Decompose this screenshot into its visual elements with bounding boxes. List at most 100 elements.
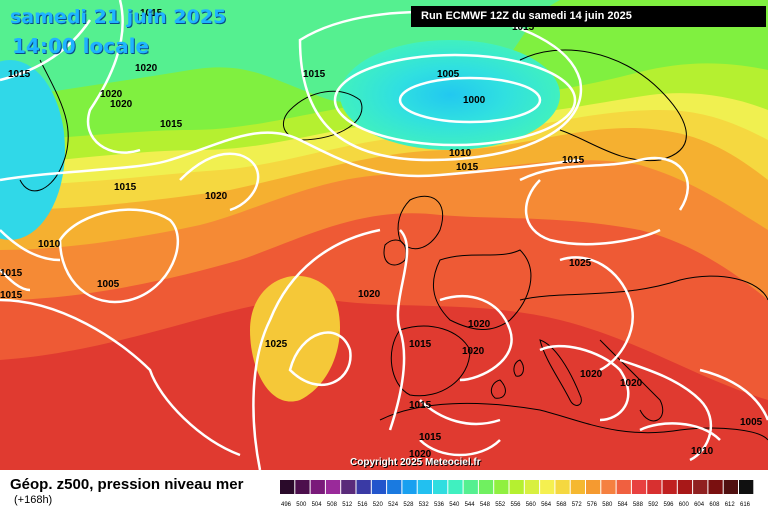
map-description: Géop. z500, pression niveau mer [10, 476, 244, 493]
legend-label: 512 [342, 502, 353, 508]
legend-swatch [555, 480, 570, 494]
legend-label: 520 [373, 502, 384, 508]
weather-map: 1015 1020 1020 1020 1015 1015 1015 1005 … [0, 0, 768, 470]
legend-label: 528 [403, 502, 414, 508]
legend-swatch [524, 480, 540, 494]
isobar-label: 1020 [358, 289, 381, 300]
geopotential-band-yellow-west [250, 275, 340, 402]
isobar-label: 1015 [562, 155, 585, 166]
isobar-label: 1005 [437, 69, 460, 80]
legend-swatch [295, 480, 310, 494]
legend-label: 540 [449, 502, 460, 508]
legend-swatch [371, 480, 387, 494]
geopotential-low-west [0, 60, 65, 240]
isobar-label: 1020 [462, 346, 485, 357]
copyright-notice: Copyright 2025 Meteociel.fr [350, 457, 481, 468]
legend-swatch [601, 480, 616, 494]
isobar-label: 1025 [569, 258, 592, 269]
legend-swatch [325, 480, 341, 494]
isobar-label: 1020 [620, 378, 643, 389]
isobar-label: 1015 [114, 182, 137, 193]
legend-label: 568 [556, 502, 567, 508]
legend-swatch [387, 480, 402, 494]
isobar-label: 1020 [205, 191, 228, 202]
legend-label: 576 [587, 502, 598, 508]
legend-swatch [631, 480, 647, 494]
isobar-label: 1010 [449, 148, 472, 159]
isobar-label: 1015 [512, 22, 535, 33]
isobar-label: 1015 [409, 339, 432, 350]
isobar-label: 1015 [8, 69, 31, 80]
legend-swatch [448, 480, 463, 494]
isobar-label: 1015 [456, 162, 479, 173]
legend-label: 572 [572, 502, 583, 508]
legend-label: 604 [694, 502, 705, 508]
run-banner: Run ECMWF 12Z du samedi 14 juin 2025 [411, 6, 766, 27]
lead-time: (+168h) [14, 494, 53, 506]
legend-swatch [693, 480, 708, 494]
isobar-label: 1015 [140, 8, 163, 19]
legend-swatch [494, 480, 509, 494]
legend-swatch [280, 480, 295, 494]
isobar-label: 1010 [691, 446, 714, 457]
isobar-label: 1020 [468, 319, 491, 330]
legend-label: 496 [281, 502, 292, 508]
isobar-label: 1015 [160, 119, 183, 130]
legend-label: 548 [480, 502, 491, 508]
coastlines [19, 49, 768, 441]
isobar-label: 1020 [100, 89, 123, 100]
isobar-label: 1015 [419, 432, 442, 443]
legend-label: 560 [526, 502, 537, 508]
legend-swatch [677, 480, 693, 494]
isobar-label: 1020 [135, 63, 158, 74]
isobar-label: 1015 [409, 400, 432, 411]
legend-swatch [647, 480, 662, 494]
isobar-label: 1010 [38, 239, 61, 250]
legend-swatch [356, 480, 371, 494]
legend-swatch [586, 480, 601, 494]
legend-label: 596 [664, 502, 675, 508]
forecast-date: samedi 21 juin 2025 [10, 6, 227, 28]
isobar-label: 1005 [97, 279, 120, 290]
legend-label: 504 [312, 502, 323, 508]
legend-swatch [478, 480, 494, 494]
isobars [0, 0, 768, 470]
geopotential-low-core [340, 40, 560, 150]
legend-label: 584 [618, 502, 629, 508]
legend-label: 536 [434, 502, 445, 508]
legend-swatch [540, 480, 555, 494]
legend-label: 592 [648, 502, 659, 508]
legend-swatch [463, 480, 478, 494]
legend-label: 556 [511, 502, 522, 508]
legend-label: 612 [725, 502, 736, 508]
legend-label: 508 [327, 502, 338, 508]
legend-swatch [708, 480, 723, 494]
legend-label: 532 [419, 502, 430, 508]
legend-swatch [341, 480, 356, 494]
isobar-label: 1020 [580, 369, 603, 380]
legend-swatch [570, 480, 585, 494]
forecast-time: 14:00 locale [12, 34, 149, 58]
legend-swatch [723, 480, 738, 494]
isobar-label: 1025 [265, 339, 288, 350]
isobar-label: 1020 [409, 449, 432, 460]
legend-label: 552 [495, 502, 506, 508]
legend-label: 564 [541, 502, 552, 508]
legend-swatch [310, 480, 325, 494]
legend-swatch [739, 480, 754, 494]
legend-label: 516 [358, 502, 369, 508]
legend-label: 608 [709, 502, 720, 508]
isobar-label: 1015 [0, 268, 23, 279]
legend-label: 588 [633, 502, 644, 508]
isobar-label: 1005 [740, 417, 763, 428]
legend-swatch [509, 480, 524, 494]
legend-swatch [402, 480, 417, 494]
legend-label: 500 [296, 502, 307, 508]
isobar-label: 1015 [303, 69, 326, 80]
legend-swatch [417, 480, 432, 494]
isobar-label: 1000 [463, 95, 486, 106]
legend-label: 616 [740, 502, 751, 508]
isobar-label: 1020 [110, 99, 133, 110]
legend-label: 600 [679, 502, 690, 508]
legend-swatch [662, 480, 677, 494]
